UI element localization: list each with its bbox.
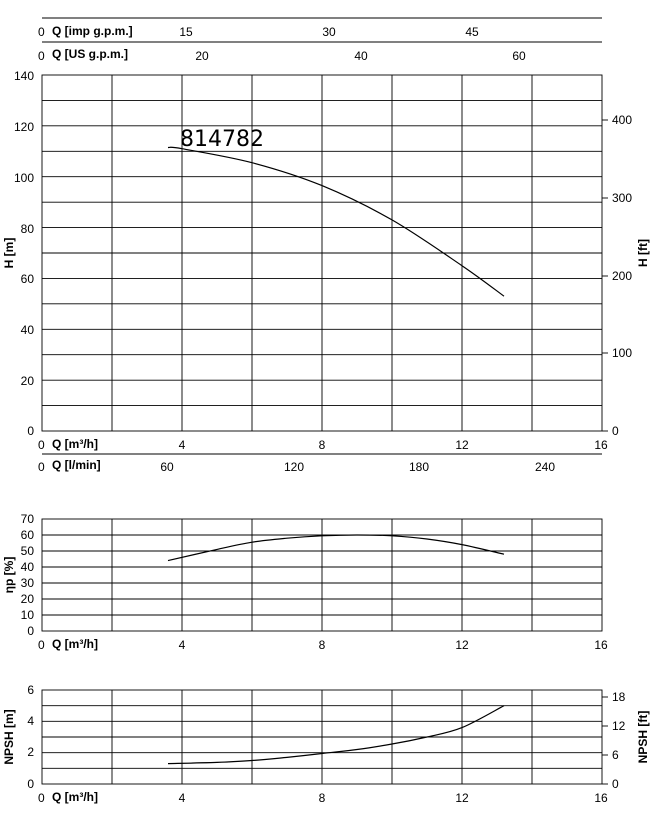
us-gpm-tick-40: 40 [354, 49, 368, 63]
head-ft-tick-400: 400 [612, 113, 632, 127]
npsh-right-axis-label: NPSH [ft] [636, 711, 650, 764]
head-x-axis-label: Q [m³/h] [52, 437, 98, 451]
head-x-tick-16: 16 [594, 438, 608, 452]
head-ft-tick-100: 100 [612, 346, 632, 360]
npsh-right-axis: 18 12 6 0 NPSH [ft] [602, 690, 650, 791]
npsh-y-tick-2: 2 [27, 745, 34, 759]
efficiency-x-axis-label: Q [m³/h] [52, 637, 98, 651]
lmin-tick-180: 180 [409, 460, 429, 474]
lmin-tick-0: 0 [38, 460, 45, 474]
head-y-axis-label: H [m] [2, 238, 16, 269]
head-x-tick-12: 12 [455, 438, 469, 452]
eff-x-tick-4: 4 [179, 638, 186, 652]
imp-gpm-tick-15: 15 [179, 25, 193, 39]
eff-y-tick-50: 50 [21, 544, 35, 558]
eff-y-tick-0: 0 [27, 624, 34, 638]
npsh-chart: 6 4 2 0 NPSH [m] 18 12 6 0 NPSH [ft] 0 Q… [2, 683, 650, 805]
head-x-tick-4: 4 [179, 438, 186, 452]
head-y-tick-100: 100 [14, 171, 34, 185]
eff-y-tick-40: 40 [21, 560, 35, 574]
head-right-axis-label: H [ft] [636, 239, 650, 267]
head-ft-tick-0: 0 [612, 424, 619, 438]
npsh-x-tick-0: 0 [38, 791, 45, 805]
head-grid [42, 75, 602, 431]
head-y-tick-20: 20 [21, 374, 35, 388]
head-chart: 814782 140 120 100 80 60 40 20 0 H [m] 4… [2, 69, 650, 474]
npsh-ft-tick-18: 18 [612, 690, 626, 704]
head-y-tick-60: 60 [21, 272, 35, 286]
npsh-x-axis-label: Q [m³/h] [52, 790, 98, 804]
imp-gpm-axis-label: Q [imp g.p.m.] [52, 24, 133, 38]
head-curve-annotation: 814782 [180, 127, 264, 152]
us-gpm-tick-20: 20 [195, 49, 209, 63]
head-y-tick-0: 0 [27, 424, 34, 438]
eff-x-tick-16: 16 [594, 638, 608, 652]
head-x-tick-8: 8 [319, 438, 326, 452]
npsh-x-tick-16: 16 [594, 791, 608, 805]
lmin-tick-60: 60 [160, 460, 174, 474]
eff-y-tick-10: 10 [21, 608, 35, 622]
head-y-tick-40: 40 [21, 323, 35, 337]
imp-gpm-tick-0: 0 [38, 25, 45, 39]
efficiency-series-line [167, 534, 505, 562]
npsh-ft-tick-6: 6 [612, 748, 619, 762]
npsh-ft-tick-0: 0 [612, 777, 619, 791]
eff-y-tick-60: 60 [21, 528, 35, 542]
npsh-y-tick-4: 4 [27, 714, 34, 728]
efficiency-chart: 70 60 50 40 30 20 10 0 ηp [%] 0 Q [m³/h]… [2, 512, 608, 652]
npsh-ft-tick-12: 12 [612, 719, 626, 733]
lmin-axis-label: Q [l/min] [52, 458, 101, 472]
efficiency-grid [42, 519, 602, 631]
head-x-tick-0: 0 [38, 438, 45, 452]
npsh-x-tick-12: 12 [455, 791, 469, 805]
eff-x-tick-12: 12 [455, 638, 469, 652]
head-right-axis: 400 300 200 100 0 H [ft] [602, 113, 650, 438]
us-gpm-axis-label: Q [US g.p.m.] [52, 47, 128, 61]
npsh-x-tick-8: 8 [319, 791, 326, 805]
eff-y-tick-20: 20 [21, 592, 35, 606]
imp-gpm-tick-45: 45 [465, 25, 479, 39]
imp-gpm-axis: 0 Q [imp g.p.m.] 15 30 45 [38, 17, 602, 39]
head-y-tick-140: 140 [14, 69, 34, 83]
npsh-x-tick-4: 4 [179, 791, 186, 805]
lmin-axis: 0 Q [l/min] 60 120 180 240 [38, 453, 602, 474]
npsh-plot-frame [41, 689, 603, 785]
npsh-y-tick-6: 6 [27, 683, 34, 697]
eff-y-tick-30: 30 [21, 576, 35, 590]
npsh-grid [42, 690, 602, 784]
eff-y-tick-70: 70 [21, 512, 35, 526]
head-y-tick-120: 120 [14, 120, 34, 134]
us-gpm-axis: 0 Q [US g.p.m.] 20 40 60 [38, 41, 602, 63]
eff-x-tick-8: 8 [319, 638, 326, 652]
head-ft-tick-300: 300 [612, 191, 632, 205]
us-gpm-tick-60: 60 [512, 49, 526, 63]
head-plot-frame [41, 74, 603, 432]
npsh-series-line [167, 705, 505, 765]
npsh-y-tick-0: 0 [27, 777, 34, 791]
lmin-tick-120: 120 [284, 460, 304, 474]
imp-gpm-tick-30: 30 [322, 25, 336, 39]
head-y-tick-80: 80 [21, 222, 35, 236]
efficiency-plot-frame [41, 518, 603, 632]
eff-x-tick-0: 0 [38, 638, 45, 652]
efficiency-y-axis-label: ηp [%] [2, 557, 16, 594]
npsh-y-axis-label: NPSH [m] [2, 709, 16, 764]
us-gpm-tick-0: 0 [38, 49, 45, 63]
lmin-tick-240: 240 [535, 460, 555, 474]
head-ft-tick-200: 200 [612, 269, 632, 283]
head-series-line [167, 146, 505, 297]
